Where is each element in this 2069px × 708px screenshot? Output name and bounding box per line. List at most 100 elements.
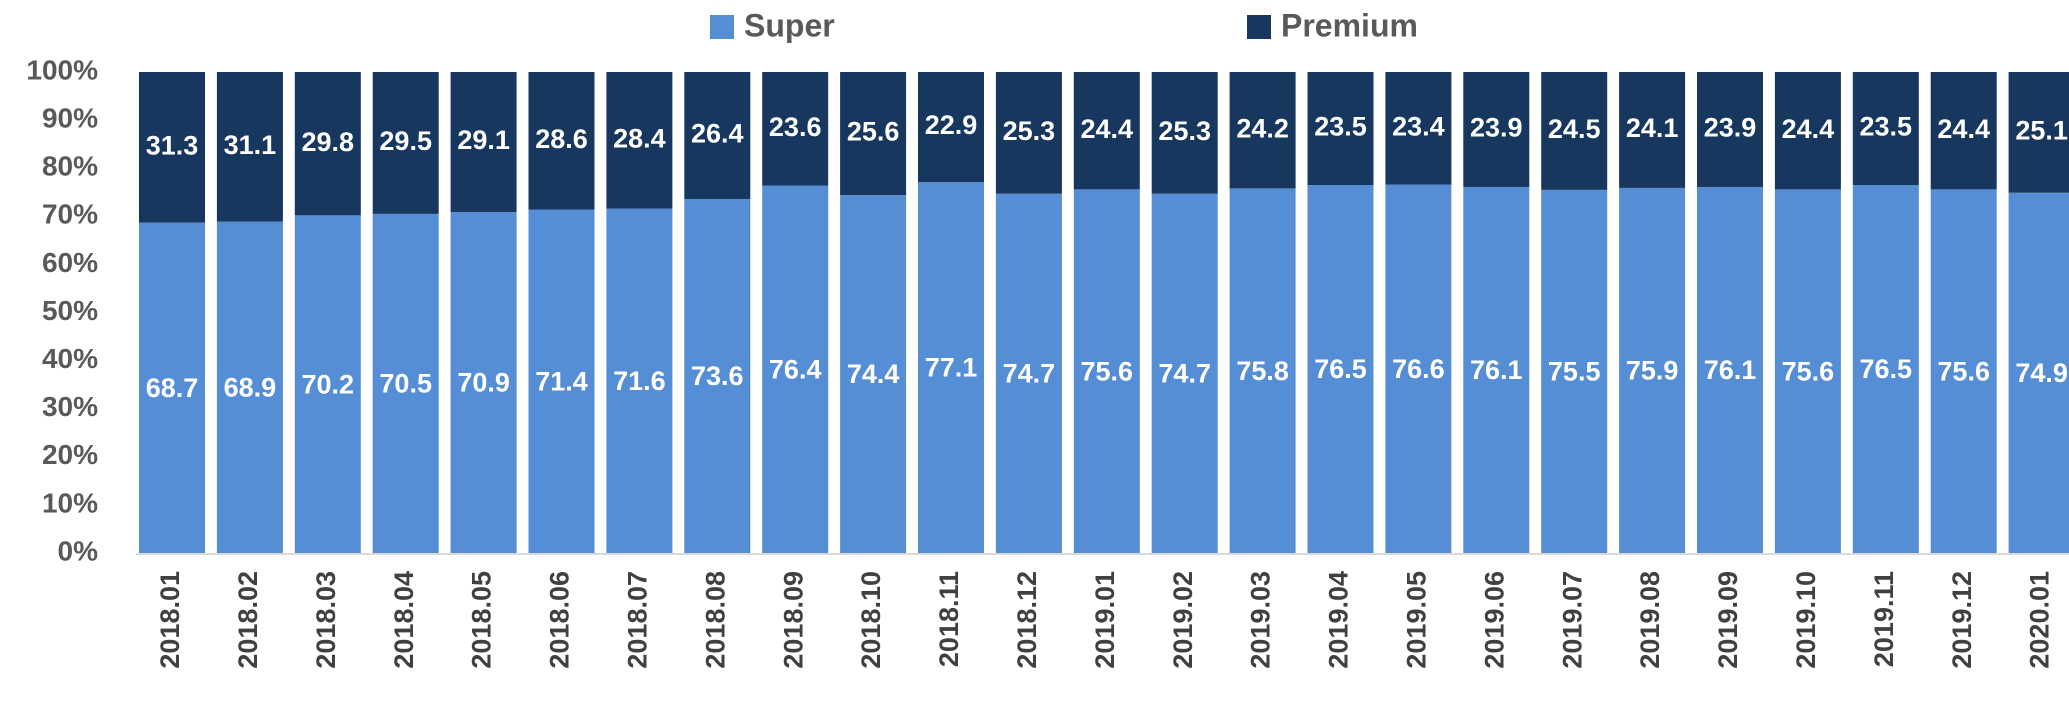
x-tick-label: 2019.09: [1713, 571, 1743, 669]
x-tick-label: 2018.12: [1012, 571, 1042, 669]
y-tick-label: 100%: [26, 54, 98, 85]
bar-segment: [450, 72, 517, 212]
bar-segment: [918, 72, 984, 183]
y-tick-label: 40%: [42, 343, 98, 374]
data-label: 70.9: [457, 368, 510, 398]
data-label: 31.1: [224, 130, 277, 160]
data-label: 25.6: [847, 117, 900, 147]
data-label: 25.1: [2015, 115, 2068, 145]
data-label: 31.3: [146, 130, 199, 160]
data-label: 75.9: [1626, 356, 1679, 386]
data-label: 29.1: [457, 125, 510, 155]
data-label: 23.4: [1392, 111, 1445, 141]
y-tick-label: 60%: [42, 247, 98, 278]
data-label: 75.5: [1548, 357, 1601, 387]
bar-segment: [1852, 185, 1919, 553]
data-label: 74.9: [2015, 358, 2068, 388]
data-label: 76.5: [1314, 354, 1367, 384]
bar-segment: [372, 72, 439, 214]
data-label: 24.1: [1626, 113, 1679, 143]
bar-segment: [1697, 186, 1763, 554]
x-tick-label: 2019.04: [1324, 571, 1354, 669]
data-label: 73.6: [691, 361, 744, 391]
data-label: 75.6: [1081, 356, 1134, 386]
x-tick-label: 2019.12: [1947, 571, 1977, 669]
bar-segment: [1774, 72, 1841, 190]
y-tick-label: 70%: [42, 199, 98, 230]
data-label: 29.5: [379, 126, 432, 156]
data-label: 71.6: [613, 366, 666, 396]
data-label: 74.7: [1158, 358, 1211, 388]
x-tick-label: 2019.06: [1479, 571, 1509, 669]
x-tick-label: 2019.10: [1791, 571, 1821, 669]
x-tick-label: 2018.08: [700, 571, 730, 669]
data-label: 70.5: [379, 369, 432, 399]
bar-segment: [918, 182, 984, 554]
data-label: 24.5: [1548, 114, 1601, 144]
x-tick-label: 2018.06: [545, 571, 575, 669]
bar-segment: [840, 195, 907, 554]
data-label: 23.9: [1704, 113, 1757, 143]
data-label: 75.6: [1937, 356, 1990, 386]
data-label: 24.2: [1236, 113, 1289, 143]
data-label: 23.9: [1470, 113, 1523, 143]
y-tick-label: 20%: [42, 439, 98, 470]
y-tick-label: 30%: [42, 391, 98, 422]
bar-segment: [606, 208, 673, 553]
x-tick-label: 2019.08: [1635, 571, 1665, 669]
bar-segment: [995, 72, 1062, 194]
bar-segment: [1151, 72, 1218, 194]
y-tick-label: 90%: [42, 102, 98, 133]
x-tick-label: 2018.11: [934, 571, 964, 667]
x-tick-label: 2019.05: [1402, 571, 1432, 669]
data-label: 23.5: [1314, 112, 1367, 142]
bar-segment: [1463, 186, 1530, 554]
data-label: 29.8: [302, 127, 355, 157]
data-label: 28.4: [613, 123, 666, 153]
bar-segment: [1385, 184, 1452, 553]
legend-label: Premium: [1281, 7, 1418, 43]
x-tick-label: 2018.10: [856, 571, 886, 669]
bar-segment: [450, 211, 517, 553]
bar-segment: [1229, 72, 1296, 189]
data-label: 76.4: [769, 354, 822, 384]
y-tick-label: 50%: [42, 295, 98, 326]
bar-segment: [762, 72, 829, 186]
bar-segment: [684, 198, 751, 553]
bar-segment: [1307, 185, 1374, 553]
data-label: 25.3: [1158, 116, 1211, 146]
x-tick-label: 2020.01: [2025, 571, 2055, 669]
bar-segment: [2008, 192, 2069, 553]
data-label: 23.6: [769, 112, 822, 142]
bar-segment: [216, 221, 283, 553]
bar-segment: [762, 185, 829, 554]
data-label: 74.4: [847, 359, 900, 389]
data-label: 25.3: [1003, 116, 1056, 146]
bar-segment: [1619, 72, 1686, 188]
bar-segment: [528, 209, 595, 554]
data-label: 22.9: [925, 110, 978, 140]
bar-segment: [139, 222, 205, 554]
data-label: 77.1: [925, 353, 978, 383]
bar-segment: [606, 72, 673, 209]
bar-segment: [684, 72, 751, 199]
y-tick-label: 80%: [42, 151, 98, 182]
data-label: 24.4: [1081, 114, 1134, 144]
x-tick-label: 2019.01: [1090, 571, 1120, 669]
data-label: 28.6: [535, 124, 588, 154]
x-tick-label: 2018.05: [467, 571, 497, 669]
bar-segment: [139, 72, 205, 223]
x-tick-label: 2018.09: [778, 571, 808, 669]
bar-segment: [216, 72, 283, 222]
bar-segment: [1930, 72, 1997, 190]
y-tick-label: 10%: [42, 487, 98, 518]
data-label: 24.4: [1782, 114, 1835, 144]
data-label: 71.4: [535, 366, 588, 396]
bar-segment: [1619, 187, 1686, 553]
bar-segment: [1541, 189, 1608, 553]
bar-segment: [294, 215, 361, 553]
data-label: 68.9: [224, 372, 277, 402]
data-label: 76.6: [1392, 354, 1445, 384]
data-label: 24.4: [1937, 114, 1990, 144]
